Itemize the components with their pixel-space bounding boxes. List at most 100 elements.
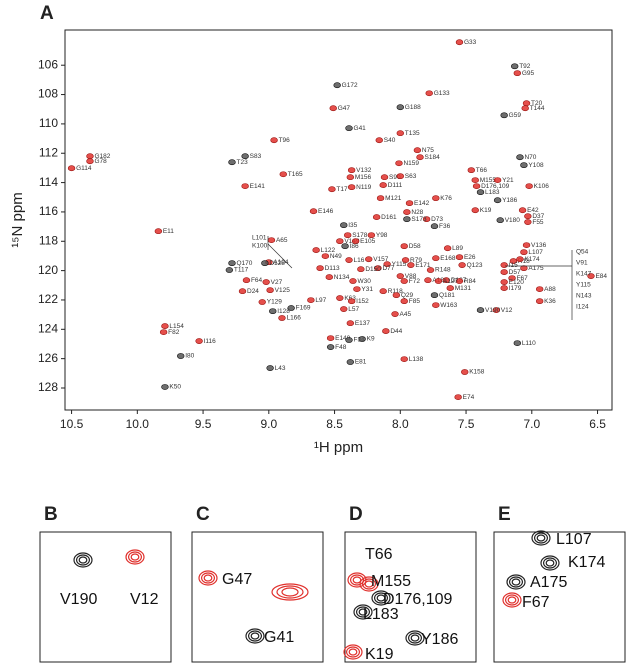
peak (382, 328, 390, 334)
callout-label: Q54 (576, 249, 589, 256)
peak (228, 260, 236, 267)
peak-label: S83 (250, 153, 262, 160)
panel-letter: C (196, 504, 210, 525)
peak-label: G47 (338, 105, 351, 112)
peak (520, 162, 528, 169)
peak-label: Y108 (528, 162, 544, 169)
peak (326, 335, 335, 342)
peak-label: A88 (544, 286, 556, 293)
peak-label: G78 (94, 158, 107, 165)
peak (476, 189, 485, 196)
contour (271, 583, 309, 601)
peak-label: Y115 (392, 261, 407, 268)
peak-label: T92 (519, 63, 531, 70)
peak (341, 243, 349, 250)
peak-label: L97 (315, 297, 326, 304)
peak (267, 237, 276, 244)
peak (365, 256, 373, 263)
peak (349, 278, 357, 284)
peak (375, 137, 383, 144)
peak-label: K19 (480, 207, 492, 214)
peak-label: F64 (251, 277, 263, 284)
peak (443, 245, 452, 252)
peak-label: G114 (76, 165, 92, 172)
peak (242, 277, 251, 284)
peak (430, 223, 439, 230)
peak (269, 308, 277, 315)
peak-label: I80 (185, 353, 194, 360)
inset-label: A175 (530, 574, 567, 591)
peak-label: D57 (509, 269, 521, 276)
peak (266, 365, 274, 371)
peak-label: E168 (440, 255, 456, 262)
peak-label: W163 (440, 302, 457, 309)
peak (525, 183, 533, 190)
peak (270, 137, 278, 144)
peak (336, 295, 344, 301)
peak (516, 154, 524, 161)
peak (241, 183, 249, 190)
contour (364, 580, 374, 588)
y-tick-label: 128 (38, 380, 58, 394)
peak-label: N28 (411, 209, 423, 216)
peak-label: K76 (440, 195, 452, 202)
peak (493, 177, 502, 183)
peak (345, 257, 353, 263)
peak-label: L16 (354, 257, 365, 264)
peak-label: D113 (325, 265, 340, 272)
peak-label: L57 (348, 306, 359, 313)
peak (508, 275, 516, 282)
peak (455, 278, 464, 284)
y-tick-label: 116 (39, 204, 58, 218)
peak (432, 195, 440, 202)
peak-label: F72 (409, 278, 421, 285)
inset-frame (39, 531, 172, 663)
peak-label: I128 (277, 308, 290, 315)
peak-label: Q29 (401, 292, 414, 299)
peak (279, 171, 287, 178)
peak-label: G59 (509, 112, 522, 119)
peak-label: E11 (163, 228, 174, 235)
peak-label: S40 (384, 137, 396, 144)
peak-label: D37 (532, 213, 544, 220)
contour (343, 644, 363, 660)
x-tick-label: 9.0 (260, 417, 277, 431)
x-tick-label: 10.5 (60, 417, 84, 431)
peak (500, 285, 508, 291)
peak (347, 184, 356, 191)
inset-label: K19 (365, 646, 394, 663)
inset-label: T66 (365, 546, 393, 563)
contour (78, 556, 88, 564)
peak (405, 200, 414, 207)
contour (405, 630, 425, 646)
peak-label: M131 (455, 285, 472, 292)
peak-label: V136 (531, 242, 547, 249)
peak (513, 70, 522, 77)
peak (516, 256, 524, 263)
peak-label: G172 (342, 82, 358, 89)
peak-label: M121 (385, 195, 402, 202)
peak-label: I152 (356, 298, 369, 305)
peak (154, 228, 163, 235)
peak-label: R18 (518, 258, 530, 265)
peak-label: F48 (335, 344, 347, 351)
peak-label: W30 (357, 278, 371, 285)
peak-label: E84 (595, 273, 607, 280)
inset-label: V12 (130, 591, 159, 608)
contour (410, 634, 420, 642)
peak (307, 297, 315, 304)
peak (346, 320, 355, 327)
peak-label: F36 (439, 223, 451, 230)
contour (502, 592, 522, 608)
peak-label: D44 (390, 328, 402, 335)
peak (344, 232, 352, 239)
peak-label: R79 (410, 257, 422, 264)
peak (346, 359, 355, 365)
peak-label: V125 (275, 287, 291, 294)
peak-label: T96 (279, 137, 291, 144)
peak-label: F85 (409, 298, 421, 305)
peak (86, 158, 94, 165)
y-tick-label: 106 (38, 57, 58, 71)
peak-label: S63 (405, 173, 417, 180)
